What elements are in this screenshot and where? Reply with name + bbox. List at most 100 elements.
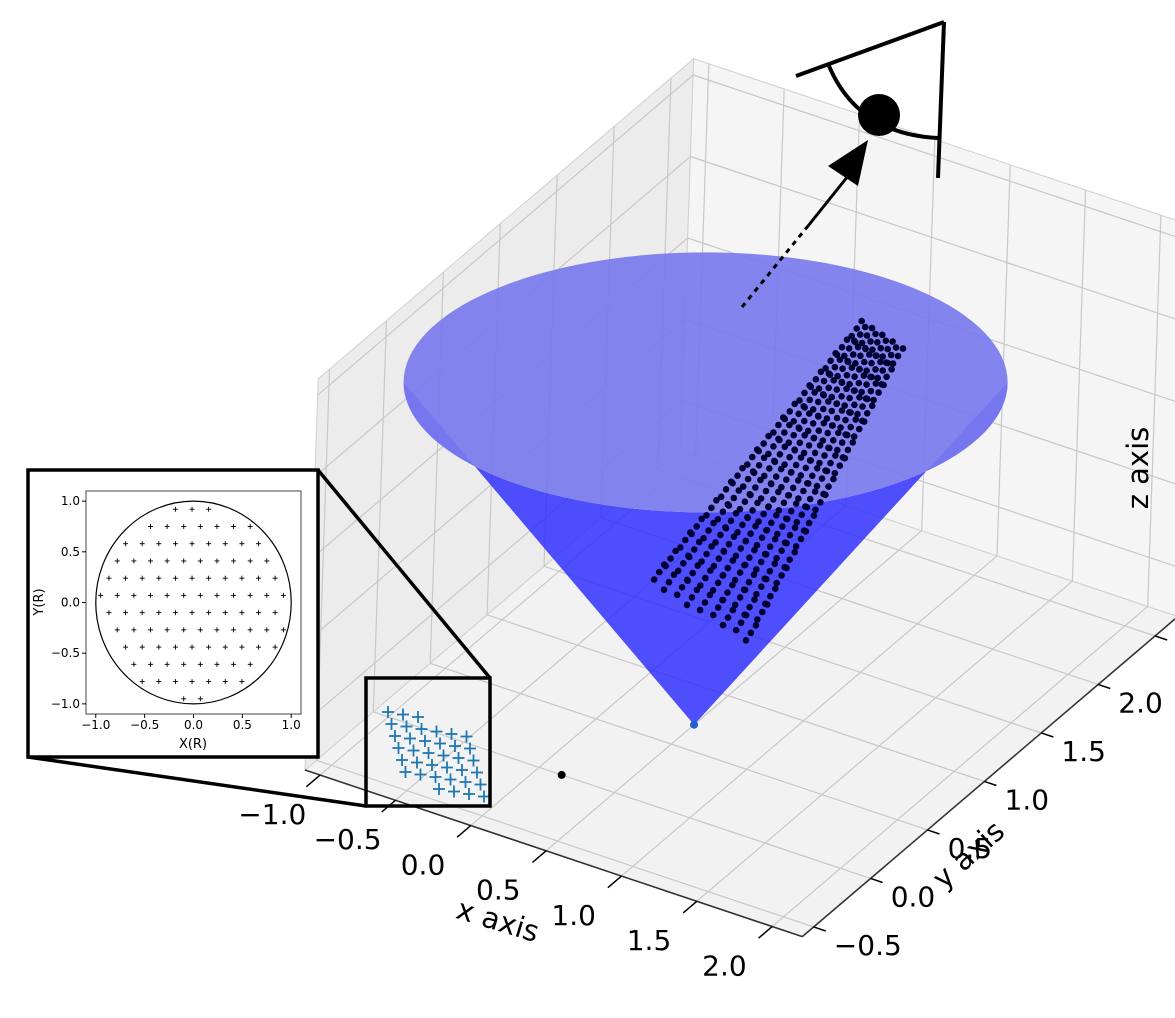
cloud-point [795,495,802,502]
cloud-point [786,421,793,429]
cloud-point [776,436,783,444]
cloud-point [796,425,803,432]
cloud-point [811,389,818,396]
inset-plus [197,523,203,529]
cloud-point [739,483,747,490]
cloud-point [744,514,751,522]
cloud-point [858,317,865,325]
cloud-point [820,419,828,427]
cloud-point [849,439,857,446]
cloud-point [783,476,790,484]
cloud-point [867,387,875,395]
inset-plus [131,558,137,564]
y-tick-label: 0.0 [891,881,936,914]
cloud-point [793,518,801,526]
grid-line [690,155,1175,320]
cloud-point [844,446,852,454]
cloud-point [717,493,725,501]
cloud-point [710,519,717,527]
cloud-point [781,563,788,571]
cloud-point [766,543,774,550]
cloud-point [744,461,751,468]
cloud-point [739,521,746,529]
cloud-point [874,374,881,382]
cloud-point [741,611,748,618]
cloud-point [746,554,753,561]
plus-marker [397,708,409,721]
cloud-point [757,476,764,484]
inset-plus [255,575,261,581]
grid-line [771,605,1149,928]
grid-line [545,530,923,852]
cloud-point [879,367,886,374]
cloud-point [752,622,760,629]
cloud-point [751,546,758,554]
cloud-point [825,444,832,452]
cloud-point [655,568,663,576]
inset-x-tick-label: −1.0 [81,718,110,732]
y-tick-mark [927,829,940,835]
cloud-point [768,519,775,527]
cloud-point [717,531,724,539]
cloud-point [801,404,808,411]
cloud-point [845,345,853,352]
cloud-point [724,614,732,621]
cloud-point [816,442,824,449]
cloud-point [770,496,777,503]
cloud-point [761,550,769,558]
cloud-point [759,608,766,616]
cloud-point [852,416,859,423]
inset-plus [247,558,253,564]
plus-marker [419,735,431,747]
x-axis-line [304,769,803,938]
cloud-point [809,406,817,413]
cloud-point [859,403,866,410]
cloud-point [765,450,772,458]
inset-plus [214,523,220,529]
cloud-point [714,516,722,523]
x-tick-label: −1.0 [238,798,306,831]
inset-plus [181,661,187,667]
cloud-point [761,472,768,480]
inset-plus [98,592,104,598]
cloud-point [791,524,799,531]
cloud-point [682,536,689,544]
cloud-point [731,601,739,609]
cloud-point [786,531,794,539]
cloud-point [820,490,827,498]
cloud-point [715,555,723,562]
plus-marker [426,759,438,771]
cloud-point [801,417,808,425]
cloud-point [849,351,857,358]
plus-marker [445,728,458,740]
plus-marker [456,764,468,776]
cloud-point [650,576,658,583]
cloud-point [850,433,858,440]
inset-plus [272,610,278,616]
cloud-point [855,379,863,387]
cloud-point [813,482,821,490]
cloud-point [815,427,823,435]
cloud-point [872,352,880,360]
cloud-point [834,372,841,380]
cloud-point [869,346,876,354]
cloud-point [777,465,785,473]
cloud-point [741,498,749,506]
inset-plus [164,592,170,598]
cloud-point [851,338,859,346]
inset-plus [197,661,203,667]
cloud-point [720,548,728,555]
cloud-point [680,560,687,567]
y-tick-label: 0.5 [948,832,993,865]
inset-plus [214,661,220,667]
cloud-point [883,373,890,381]
cloud-point [830,437,837,444]
cloud-point [842,431,849,438]
cloud-point [774,530,781,538]
cloud-point [868,402,876,410]
cloud-point [882,359,890,366]
cloud-point [859,417,866,425]
inset-plus [148,523,153,529]
cloud-point [712,539,719,546]
cloud-point [753,566,760,573]
